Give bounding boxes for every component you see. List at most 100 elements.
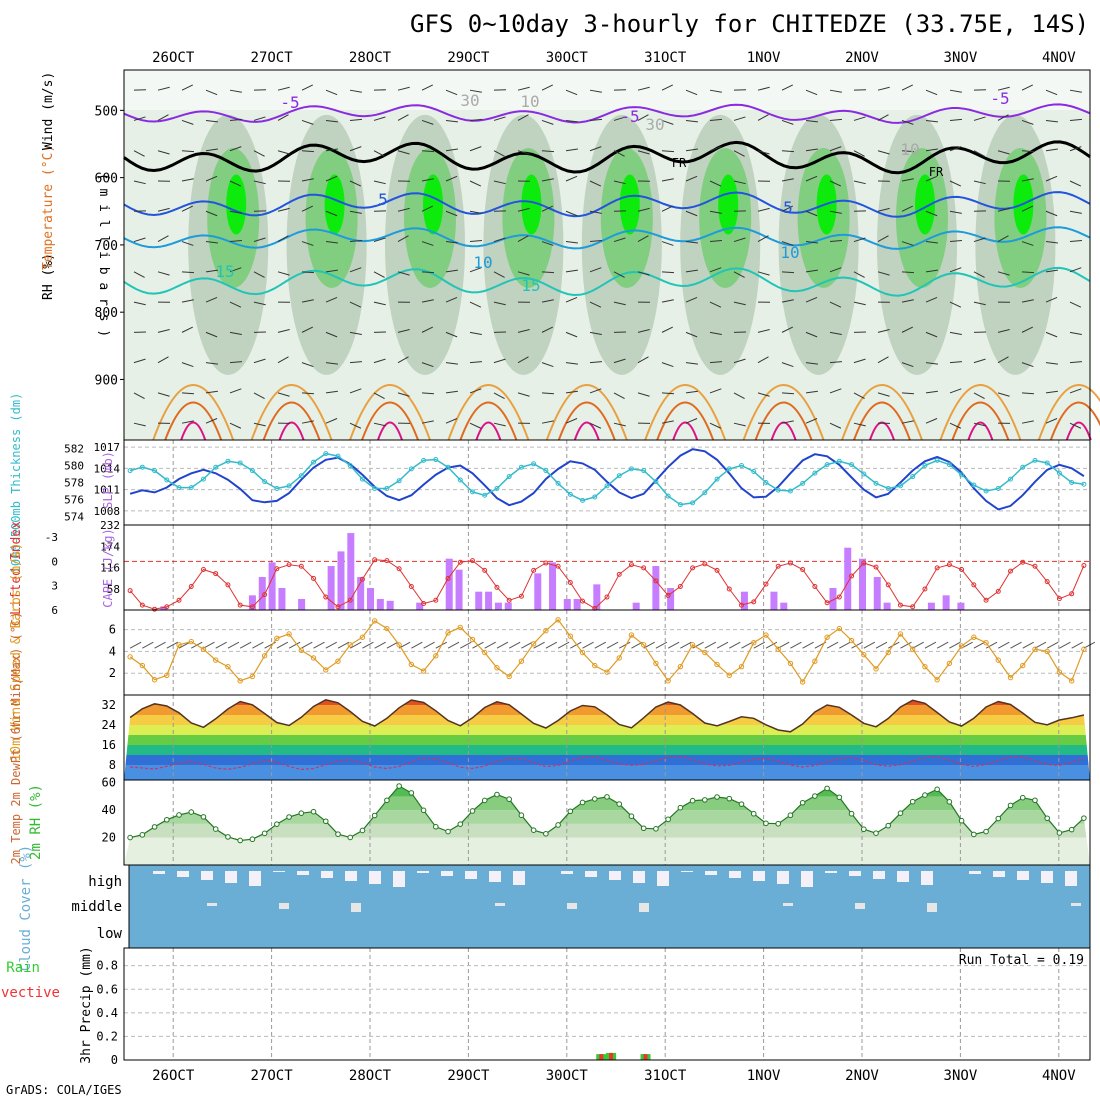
wind-barb [349, 331, 362, 335]
wind-barb [805, 418, 818, 424]
date-label-bottom: 2NOV [845, 1068, 879, 1084]
wind-barb [685, 331, 698, 338]
li-point [469, 558, 475, 564]
wind-barb [589, 361, 602, 364]
wind-barb [205, 241, 218, 244]
cape-bar [563, 599, 571, 610]
li-point [445, 575, 451, 581]
thickness-point [702, 490, 708, 496]
run-total-label: Run Total = 0.19 [959, 953, 1084, 968]
wind-speed-point [567, 633, 574, 639]
thickness-point [457, 477, 463, 483]
rh-point [347, 834, 354, 841]
wind-barb [229, 301, 242, 308]
cloud-high-gap [441, 871, 453, 876]
wind-barb [1045, 331, 1058, 338]
wind-barb-10m [753, 641, 765, 649]
wind-barb [853, 150, 865, 157]
wind-barb [1021, 84, 1034, 91]
wind-barb [445, 241, 458, 244]
thickness-point [213, 464, 219, 470]
wind-speed-point [408, 661, 415, 668]
thickness-point [396, 478, 402, 484]
wind-barb [253, 237, 266, 243]
rh-point [384, 797, 390, 804]
wind-barb [709, 422, 722, 429]
wind-barb [661, 299, 674, 303]
wind-speed-point [689, 642, 696, 648]
wind-speed-point [384, 625, 390, 632]
wind-barb [205, 175, 218, 182]
wind-barb [181, 271, 195, 274]
wind-barb [661, 271, 675, 274]
wind-barb [709, 388, 722, 394]
wind-speed-point [555, 617, 561, 623]
li-point [1081, 562, 1087, 568]
wind-speed-point [922, 663, 928, 670]
cloud-high-gap [825, 871, 837, 873]
wind-barb [229, 422, 242, 429]
wind-barb-10m [655, 641, 668, 649]
thickness-point [384, 485, 390, 491]
temp-band [124, 765, 1090, 780]
thickness-point [531, 461, 537, 467]
cape-tick-label: 232 [100, 519, 120, 532]
date-label-top: 3NOV [944, 50, 978, 66]
wind-speed-point [775, 646, 781, 652]
wind-barb [925, 119, 938, 123]
wind-barb [421, 420, 434, 424]
rh-point [1032, 797, 1038, 804]
thickness-point [1081, 481, 1087, 487]
wind-barb [421, 205, 434, 212]
wind-barb [781, 84, 794, 91]
wind-barb [253, 116, 266, 121]
li-tick-label: -3 [45, 531, 58, 544]
wind-barb [613, 150, 625, 157]
wind-barb [997, 271, 1010, 276]
rh-point [616, 801, 623, 807]
wind-barb-10m [716, 641, 729, 649]
wind-speed-point [836, 625, 843, 632]
wind-barb [133, 301, 146, 306]
wind-barb [373, 116, 386, 121]
rh-point [1068, 826, 1075, 833]
cape-bar [386, 600, 394, 610]
ylabel-wind: Wind (m/s) [41, 72, 56, 150]
rh-point [469, 808, 476, 814]
wind-barb [541, 392, 555, 395]
wind-barb [925, 362, 938, 365]
wind-barb [181, 362, 194, 368]
ylabel-rh: RH (%) [41, 253, 56, 300]
wind-barb [565, 241, 578, 244]
li-line [129, 559, 1085, 610]
li-point [164, 604, 170, 610]
wind-barb [781, 392, 795, 395]
wind-speed-point [323, 667, 329, 673]
wind-barb [469, 422, 482, 429]
wind-barb [397, 114, 409, 121]
slp-tick-label: 1017 [94, 441, 121, 454]
wind-barb [469, 146, 482, 152]
wind-speed-point [469, 636, 476, 643]
temp-tick-label: 24 [102, 718, 116, 732]
wind-barb [133, 150, 145, 157]
rh-point [457, 821, 464, 827]
wind-barb [517, 392, 530, 397]
wind-barb [157, 235, 169, 242]
temperature-contour-20 [644, 384, 727, 441]
wind-barb [373, 237, 386, 243]
precip-frame [123, 947, 1091, 1061]
wind-speed-point [420, 668, 427, 674]
wind-barb-10m [618, 641, 631, 649]
wind-speed-point [1020, 662, 1026, 669]
cloud-high-gap [297, 871, 309, 875]
wind-barb [973, 271, 985, 278]
wind-barb [229, 89, 242, 93]
wind-barb [181, 392, 195, 395]
wind-barb [301, 205, 314, 212]
wind-barb-10m [288, 641, 301, 649]
precip-tick-label: 0.8 [96, 959, 118, 973]
wind-barb [1045, 119, 1058, 123]
wind-barb [661, 392, 675, 395]
wind-barb-10m [533, 641, 545, 649]
